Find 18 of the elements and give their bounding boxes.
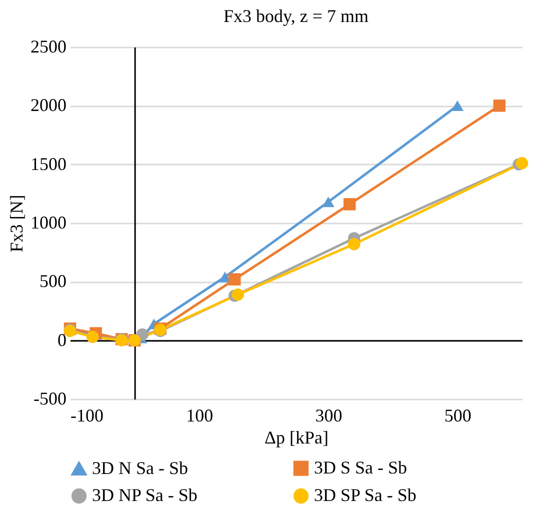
y-tick-label: -500 — [34, 388, 66, 408]
legend-label: 3D S Sa - Sb — [314, 457, 408, 478]
legend-label: 3D SP Sa - Sb — [314, 485, 416, 505]
y-tick-label: 0 — [58, 330, 66, 350]
y-tick-label: 1500 — [30, 154, 66, 174]
legend-label: 3D NP Sa - Sb — [92, 485, 198, 505]
x-tick-label: 100 — [186, 406, 214, 426]
y-tick-label: 1000 — [30, 212, 66, 232]
x-tick-label: 500 — [444, 406, 472, 426]
y-tick-label: 2000 — [30, 95, 66, 116]
y-tick-label: 500 — [40, 271, 66, 292]
legend-label: 3D N Sa - Sb — [92, 458, 188, 478]
x-tick-label: 300 — [315, 406, 342, 426]
y-axis-title: Fx3 [N] — [6, 194, 26, 252]
x-axis-title: Δp [kPa] — [264, 428, 329, 448]
y-tick-label: 2500 — [30, 36, 66, 56]
x-tick-label: -100 — [70, 406, 104, 426]
chart-title: Fx3 body, z = 7 mm — [224, 6, 368, 26]
